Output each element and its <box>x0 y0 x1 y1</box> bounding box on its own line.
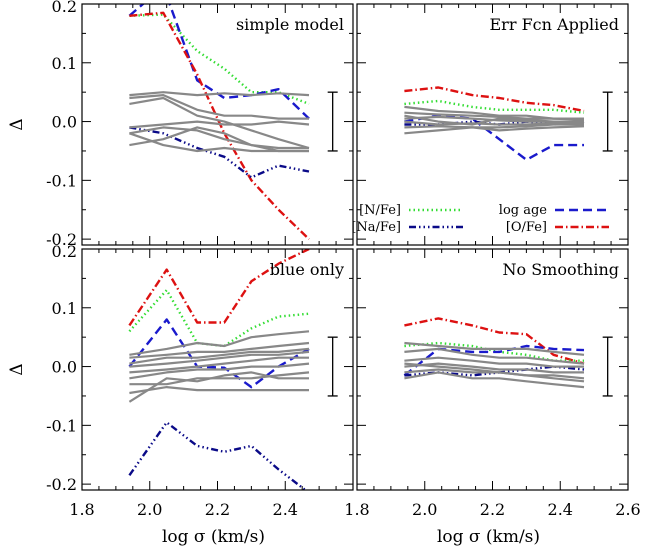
series-line-grey <box>129 350 310 368</box>
x-tick-label: 2.2 <box>205 500 230 519</box>
series-line-nfe <box>128 288 310 348</box>
series-line-grey <box>129 120 310 129</box>
series-line-grey <box>404 341 585 356</box>
panel-title: Err Fcn Applied <box>490 15 620 34</box>
legend-label: log age <box>499 203 548 218</box>
series-group <box>128 4 310 240</box>
y-tick-label: -0.1 <box>46 416 77 435</box>
series-line-ofe <box>404 317 585 365</box>
y-tick-label: 0.0 <box>52 358 77 377</box>
series-group <box>403 317 585 389</box>
series-line-grey <box>404 362 584 374</box>
y-tick-label: 0.2 <box>52 242 77 261</box>
x-tick-label: 2.0 <box>412 500 437 519</box>
series-line-ofe <box>128 249 310 327</box>
legend-label: [O/Fe] <box>506 220 547 235</box>
panel-title: No Smoothing <box>502 260 619 279</box>
x-tick-label: 2.4 <box>548 500 573 519</box>
series-line-grey <box>129 341 310 359</box>
legend-label: [Na/Fe] <box>351 220 401 235</box>
x-tick-label: 2.6 <box>615 500 640 519</box>
panel-title: simple model <box>236 15 344 34</box>
x-tick-label: 1.8 <box>69 500 94 519</box>
series-line-grey <box>128 371 309 403</box>
series-line-grey <box>129 386 309 395</box>
series-line-grey <box>129 371 310 386</box>
y-tick-label: -0.2 <box>46 475 77 494</box>
x-axis-label: log σ (km/s) <box>162 527 265 547</box>
y-tick-label: 0.1 <box>52 299 77 318</box>
panel-4: 1.8 2.0 2.2 2.4 2.6 log σ (km/s) No Smoothing <box>344 248 641 547</box>
panel-2: Err Fcn Applied [N/Fe] log age [Na/Fe] [O/Fe… <box>351 3 629 246</box>
series-line-nafe <box>128 421 308 490</box>
series-group <box>128 249 310 490</box>
x-axis-label: log σ (km/s) <box>437 527 540 547</box>
legend-label: [N/Fe] <box>359 203 401 218</box>
series-line-grey <box>129 347 310 365</box>
y-tick-label: 0.1 <box>52 54 77 73</box>
series-line-logage <box>128 4 310 120</box>
series-line-nafe <box>129 126 310 179</box>
series-line-grey <box>129 126 309 150</box>
x-tick-label: 2.2 <box>480 500 505 519</box>
series-line-grey <box>129 330 310 356</box>
y-tick-label: -0.2 <box>46 230 77 249</box>
series-line-grey <box>404 125 585 135</box>
series-line-grey <box>404 120 585 126</box>
x-tick-label: 2.4 <box>273 500 298 519</box>
series-line-grey <box>404 111 585 121</box>
panel-title: blue only <box>270 260 344 279</box>
y-axis-label: Δ <box>7 118 27 130</box>
series-line-grey <box>129 356 309 374</box>
y-tick-label: 0.2 <box>52 0 77 16</box>
series-line-ofe <box>129 11 310 240</box>
x-tick-label: 1.8 <box>344 500 369 519</box>
series-line-grey <box>404 114 585 126</box>
series-group <box>404 86 585 162</box>
legend: [N/Fe] log age [Na/Fe] [O/Fe] <box>351 203 609 235</box>
series-line-logage <box>404 114 584 162</box>
series-line-grey <box>129 91 310 97</box>
series-line-grey <box>404 347 585 365</box>
series-line-grey <box>404 356 584 368</box>
series-line-grey <box>129 362 310 380</box>
series-line-grey <box>404 123 584 129</box>
series-line-grey <box>129 96 310 150</box>
series-line-grey <box>129 132 309 153</box>
series-line-grey <box>129 93 309 120</box>
y-axis-label: Δ <box>7 363 27 375</box>
series-line-ofe <box>404 86 585 113</box>
y-tick-label: -0.1 <box>46 171 77 190</box>
series-line-grey <box>404 371 585 389</box>
series-line-nfe <box>404 99 585 114</box>
y-tick-label: 0.0 <box>52 113 77 132</box>
series-line-grey <box>404 362 585 383</box>
x-tick-label: 2.0 <box>137 500 162 519</box>
